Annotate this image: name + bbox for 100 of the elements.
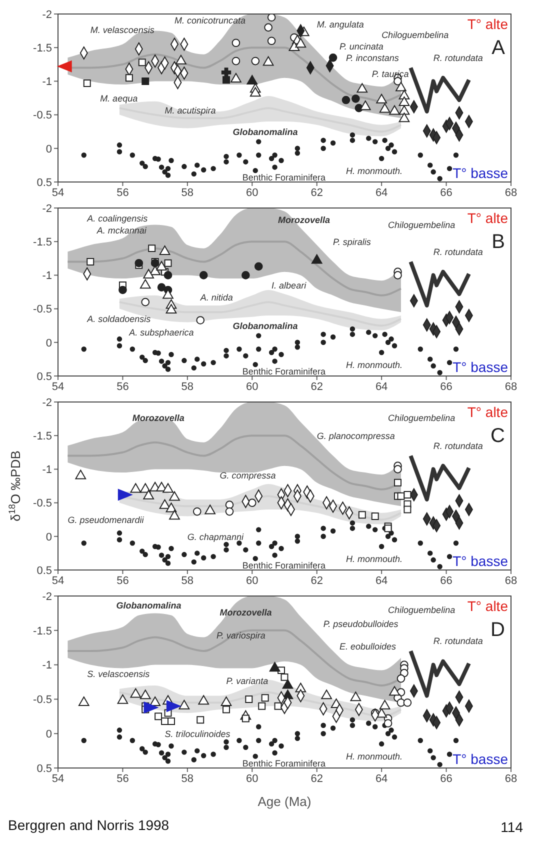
annotation: P. varianta [226, 676, 268, 686]
y-tick-label: -0.5 [33, 694, 52, 706]
y-tick-label: -1.5 [33, 236, 52, 249]
x-tick-label: 64 [375, 772, 388, 785]
y-tick-label: -1 [42, 464, 52, 476]
y-tick-label: -1.5 [33, 430, 52, 443]
x-tick-label: 62 [310, 574, 323, 587]
x-tick-label: 54 [52, 772, 64, 785]
text: 114 [500, 819, 524, 835]
annotation: Benthic Foraminifera [242, 758, 326, 769]
x-tick-label: 64 [375, 380, 388, 393]
annotation: C [490, 425, 505, 447]
annotation: P. variospira [216, 630, 266, 641]
annotation: Morozovella [278, 214, 330, 225]
annotation: A. soldadoensis [86, 314, 152, 324]
annotation: R. rotundata [433, 441, 483, 452]
x-tick-label: 54 [52, 380, 64, 393]
annotation: P. inconstans [346, 53, 400, 64]
x-tick-label: 66 [440, 186, 452, 199]
annotation: G. pseudomenardii [68, 514, 145, 525]
annotation: R. rotundata [433, 636, 483, 646]
annotation: Chiloguembelina [388, 220, 456, 230]
y-tick-label: -0.5 [33, 498, 52, 510]
annotation: T° basse [452, 751, 508, 767]
annotation: M. acutispira [164, 105, 216, 116]
annotation: H. monmouth. [346, 752, 403, 762]
annotation: B [492, 231, 505, 253]
annotation: R. rotundata [433, 53, 483, 64]
annotation: H. monmouth. [346, 554, 403, 564]
annotation: I. albeari [272, 280, 308, 291]
annotation: P. uncinata [340, 42, 384, 52]
annotation: T° alte [467, 404, 508, 420]
annotation: Chiloguembelina [382, 30, 449, 40]
text: Berggren and Norris 1998 [8, 817, 170, 833]
x-tick-label: 54 [52, 186, 64, 199]
annotation: Morozovella [220, 607, 272, 618]
x-tick-label: 68 [504, 186, 518, 199]
annotation: Globanomalina [232, 126, 298, 137]
annotation: Morozovella [132, 412, 184, 423]
y-tick-label: -2 [42, 8, 52, 21]
x-tick-label: 56 [116, 772, 129, 785]
annotation: Benthic Foraminifera [242, 560, 326, 571]
x-tick-label: 64 [375, 574, 388, 587]
x-tick-label: 58 [181, 772, 194, 785]
x-tick-label: 66 [440, 380, 452, 393]
y-tick-label: -2 [42, 202, 52, 215]
annotation: T° basse [452, 165, 508, 181]
annotation: M. velascoensis [90, 24, 155, 35]
annotation: G. planocompressa [316, 430, 395, 441]
y-tick-label: 0.5 [36, 564, 52, 577]
y-tick-label: -1 [42, 76, 52, 88]
annotation: M. conicotruncata [174, 15, 246, 26]
x-axis-title: Age (Ma) [258, 794, 312, 809]
annotation: P. spiralis [333, 236, 372, 247]
x-tick-label: 60 [246, 772, 258, 785]
x-tick-label: 58 [181, 380, 194, 393]
annotation: A [492, 37, 506, 59]
y-tick-label: -0.5 [33, 304, 52, 316]
annotation: P. pseudobulloides [323, 618, 399, 629]
annotation: T° basse [452, 553, 508, 569]
x-tick-label: 56 [116, 574, 129, 587]
annotation: Globanomalina [116, 600, 182, 610]
y-tick-label: -1 [42, 660, 52, 672]
y-tick-label: -2 [42, 396, 52, 409]
x-tick-label: 56 [116, 186, 129, 199]
y-tick-label: -2 [42, 590, 52, 603]
annotation: A. coalingensis [86, 213, 148, 224]
annotation: G. chapmanni [187, 532, 244, 542]
x-tick-label: 60 [246, 574, 258, 587]
annotation: H. monmouth. [346, 166, 403, 176]
x-tick-label: 58 [181, 186, 194, 199]
y-tick-label: 0.5 [36, 370, 52, 383]
annotation: H. monmouth. [346, 360, 403, 370]
annotation: Chiloguembelina [388, 412, 456, 423]
x-tick-label: 62 [310, 186, 323, 199]
x-tick-label: 60 [246, 380, 258, 393]
y-tick-label: -1.5 [33, 625, 52, 638]
x-tick-label: 66 [440, 574, 452, 587]
annotation: P. taurica [372, 69, 409, 80]
annotation: A. mckannai [96, 226, 148, 236]
x-tick-label: 66 [440, 772, 452, 785]
x-tick-label: 60 [246, 186, 258, 199]
annotation: A. nitida [199, 292, 233, 303]
x-tick-label: 56 [116, 380, 129, 393]
x-tick-label: 54 [52, 574, 64, 587]
y-tick-label: 0 [46, 143, 52, 156]
annotation: Globanomalina [232, 320, 298, 331]
annotation: T° basse [452, 359, 508, 375]
x-tick-label: 68 [504, 574, 518, 587]
annotation: S. triloculinoides [164, 729, 231, 740]
annotation: S. velascoensis [87, 669, 150, 680]
annotation: Benthic Foraminifera [242, 172, 326, 183]
x-tick-label: 62 [310, 772, 323, 785]
annotation: E. eobulloides [340, 642, 397, 652]
x-tick-label: 64 [375, 186, 388, 199]
y-tick-label: 0 [46, 337, 52, 350]
y-tick-label: -0.5 [33, 110, 52, 122]
annotation: M. angulata [316, 19, 364, 30]
annotation: M. aequa [100, 93, 138, 104]
annotation: A. subsphaerica [128, 328, 194, 338]
